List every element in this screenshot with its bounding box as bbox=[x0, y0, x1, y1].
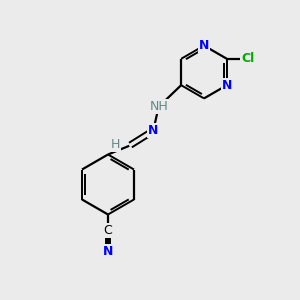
Text: H: H bbox=[111, 138, 120, 151]
Text: Cl: Cl bbox=[241, 52, 254, 65]
Text: N: N bbox=[222, 79, 232, 92]
Text: N: N bbox=[103, 244, 113, 258]
Text: N: N bbox=[148, 124, 158, 137]
Text: NH: NH bbox=[149, 100, 168, 113]
Text: N: N bbox=[199, 39, 209, 52]
Text: C: C bbox=[103, 224, 112, 237]
